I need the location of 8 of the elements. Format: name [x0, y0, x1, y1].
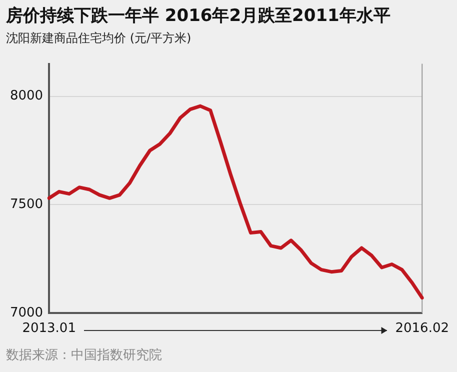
chart-title: 房价持续下跌一年半 2016年2月跌至2011年水平 — [6, 5, 390, 27]
x-tick-label: 2013.01 — [22, 321, 76, 336]
source-note: 数据来源：中国指数研究院 — [6, 347, 162, 364]
chart-subtitle: 沈阳新建商品住宅均价 (元/平方米) — [6, 30, 192, 47]
x-tick-label: 2016.02 — [395, 321, 450, 336]
y-tick-label: 7500 — [10, 197, 44, 212]
y-tick-label: 7000 — [10, 305, 44, 320]
y-tick-label: 8000 — [10, 88, 44, 104]
